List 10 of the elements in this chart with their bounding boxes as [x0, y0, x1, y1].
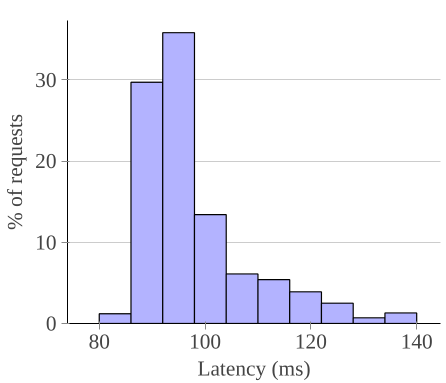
y-axis-title: % of requests — [3, 114, 28, 230]
x-axis-title: Latency (ms) — [197, 356, 311, 380]
y-tick-label: 0 — [46, 312, 57, 336]
x-tick-label: 100 — [189, 330, 222, 354]
y-tick-label: 20 — [35, 149, 56, 174]
x-tick-label: 80 — [88, 330, 110, 354]
y-tick-label: 30 — [35, 68, 56, 92]
x-tick-label: 120 — [294, 330, 327, 354]
x-tick-label: 140 — [400, 330, 433, 354]
y-tick-label: 10 — [35, 230, 56, 254]
